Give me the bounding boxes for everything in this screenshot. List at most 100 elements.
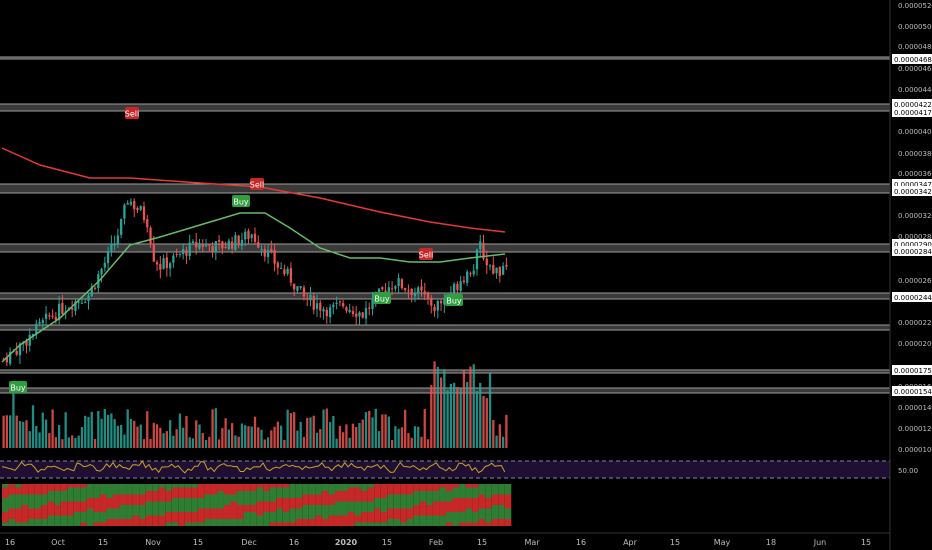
candle-body [133,201,136,209]
heat-cell [432,522,440,526]
heat-cell [8,522,16,526]
volume-bar [479,382,482,448]
heat-cell [86,522,94,526]
heat-cell [145,512,153,516]
heat-cell [139,494,146,498]
heat-cell [263,498,270,502]
heat-cell [112,498,120,502]
heat-cell [406,519,414,523]
heat-cell [374,484,381,488]
heat-cell [406,484,414,488]
heat-cell [171,508,179,512]
heat-cell [478,491,486,495]
heat-cell [289,498,296,502]
volume-bar [420,436,423,448]
heat-cell [256,484,264,488]
heat-cell [334,491,342,495]
heat-cell [485,487,492,491]
heat-cell [380,487,388,491]
candle-body [443,299,446,305]
heat-cell [47,498,55,502]
candle-body [345,307,348,311]
heat-cell [28,505,35,509]
heat-cell [8,505,16,509]
volume-bar [71,435,74,448]
candle-body [273,250,276,264]
heat-cell [8,512,16,516]
heat-cell [126,515,133,519]
heat-cell [204,505,211,509]
heat-cell [86,519,94,523]
heat-cell [276,498,283,502]
candle-body [436,300,439,311]
volume-bar [234,435,237,448]
heat-cell [126,508,133,512]
heat-cell [165,498,172,502]
candle-body [498,267,501,276]
heat-cell [230,508,238,512]
volume-bar [28,431,31,448]
heat-cell [99,505,107,509]
candle-body [433,306,436,312]
heat-cell [459,522,466,526]
candle-body [172,255,175,263]
heat-cell [210,519,218,523]
candle-body [426,293,430,299]
heat-cell [119,508,127,512]
heat-cell [145,508,153,512]
time-axis: 16 Oct 15 Nov 15 Dec 16 2020 15 Feb 15 Mar 16 Apr 15 Ma… [0,532,890,547]
candle-body [152,243,155,262]
heat-cell [67,522,74,526]
heat-cell [67,508,74,512]
volume-bar [413,426,417,448]
heat-cell [459,491,466,495]
heat-cell [15,498,22,502]
heat-cell [204,515,211,519]
volume-bar [231,423,234,448]
heat-cell [478,512,486,516]
candle-body [48,315,51,317]
heat-cell [73,491,81,495]
volume-bar [345,424,348,448]
candle-body [87,295,90,302]
heat-cell [230,512,238,516]
heat-cell [472,501,479,505]
heat-cell [67,484,74,488]
heat-cell [472,505,479,509]
heat-cell [132,505,140,509]
heat-cell [400,501,407,505]
heat-cell [34,494,42,498]
volume-bar [12,390,15,448]
volume-bar [289,413,293,448]
heat-cell [2,498,9,502]
heat-cell [217,522,224,526]
heat-cell [184,501,192,505]
heat-cell [145,501,153,505]
heat-cell [465,508,473,512]
heat-cell [367,508,375,512]
volume-bar [279,425,283,448]
heat-cell [54,487,61,491]
heat-cell [67,519,74,523]
volume-bar [456,386,459,448]
heat-cell [191,519,198,523]
heat-cell [256,494,264,498]
volume-bar [142,439,146,448]
candle-body [168,263,172,269]
time-tick: 18 [766,538,776,547]
heat-cell [308,522,316,526]
signal-label: Buy [233,198,249,207]
heat-cell [243,484,251,488]
heat-cell [250,519,257,523]
heat-cell [99,512,107,516]
volume-bar [361,419,364,448]
volume-bar [449,383,453,448]
heat-cell [256,487,264,491]
heat-cell [348,522,355,526]
heat-cell [485,519,492,523]
heat-cell [119,501,127,505]
heat-cell [145,515,153,519]
heat-cell [204,487,211,491]
